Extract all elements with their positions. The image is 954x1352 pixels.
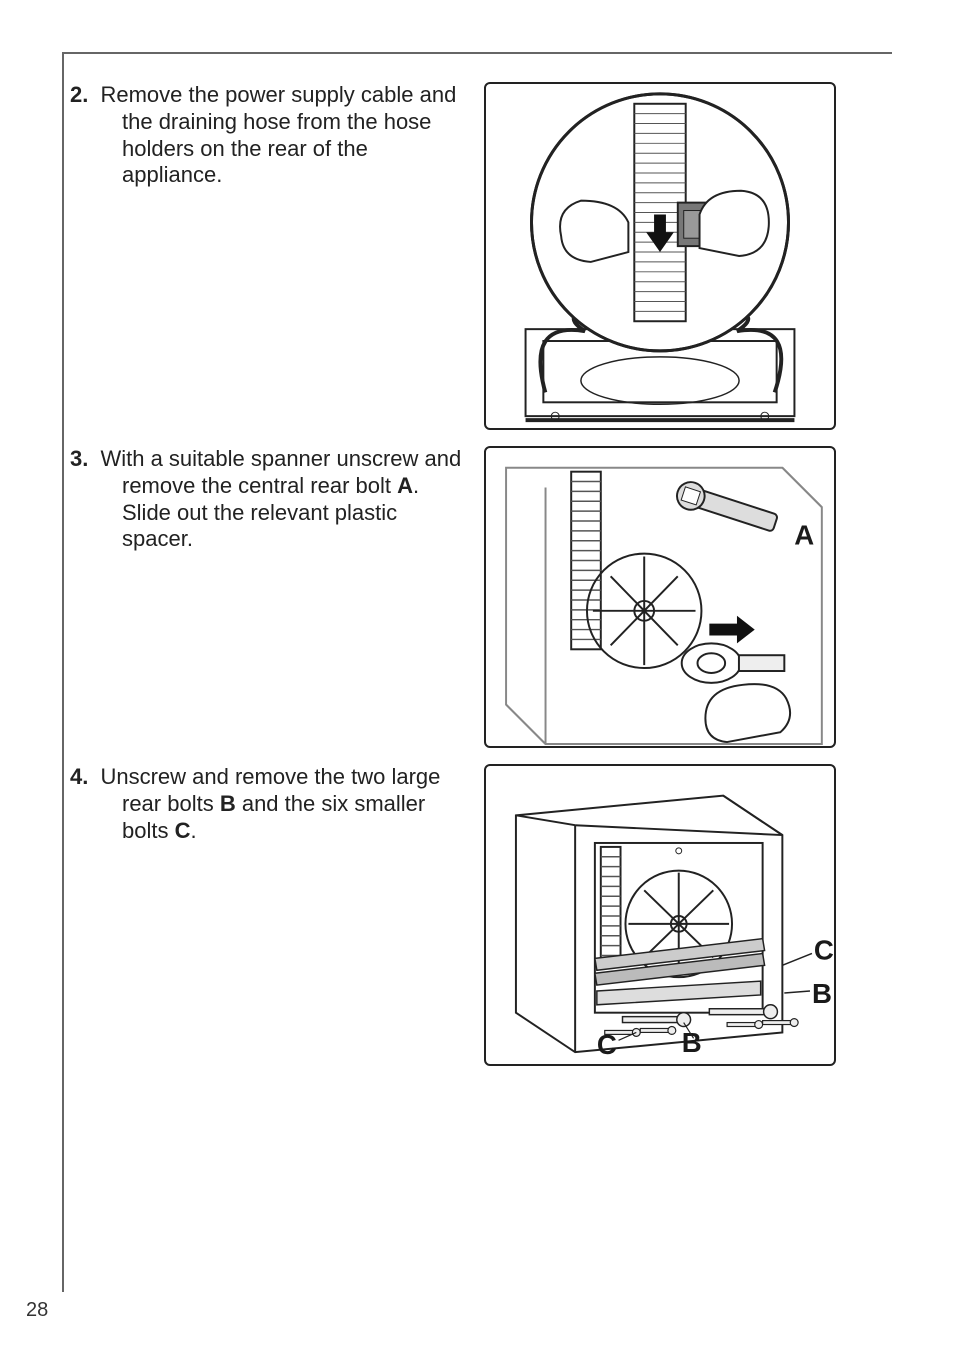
- figure-bolt-a: A: [484, 446, 836, 748]
- step-text-col: 2. Remove the power supply cable and the…: [96, 82, 484, 189]
- step-text-bold: B: [220, 791, 236, 816]
- step-text-col: 3. With a suitable spanner unscrew and r…: [96, 446, 484, 553]
- step-row-3: 3. With a suitable spanner unscrew and r…: [96, 446, 876, 748]
- step-text-bold: C: [175, 818, 191, 843]
- label-c-right: C: [814, 934, 834, 965]
- step-text-col: 4. Unscrew and remove the two large rear…: [96, 764, 484, 844]
- content-area: 2. Remove the power supply cable and the…: [96, 82, 876, 1082]
- label-b-right: B: [812, 978, 832, 1009]
- label-b-bottom: B: [682, 1027, 702, 1058]
- label-c-bottom: C: [597, 1029, 617, 1060]
- figure-bolts-bc: C B C B: [484, 764, 836, 1066]
- page-number: 28: [26, 1299, 48, 1322]
- step-row-2: 2. Remove the power supply cable and the…: [96, 82, 876, 430]
- label-a: A: [794, 520, 814, 551]
- step-text: Remove the power supply cable and the dr…: [100, 82, 456, 187]
- step-row-4: 4. Unscrew and remove the two large rear…: [96, 764, 876, 1066]
- step-text-bold: A: [397, 473, 413, 498]
- figure-hose-removal: [484, 82, 836, 430]
- step-text-part: .: [190, 818, 196, 843]
